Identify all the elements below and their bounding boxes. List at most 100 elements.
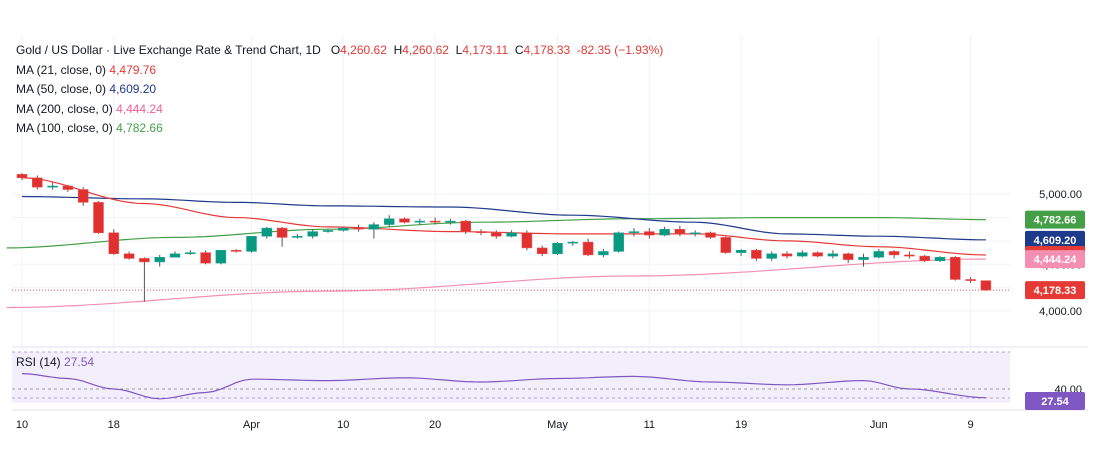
candle-body: [139, 258, 150, 263]
ma50-price-tag-text: 4,609.20: [1034, 235, 1077, 247]
candle: [567, 240, 579, 246]
last-price-tag-text: 4,178.33: [1034, 285, 1077, 297]
candle: [521, 230, 533, 251]
candle: [169, 251, 181, 258]
candle: [123, 251, 135, 260]
candle-body: [47, 185, 58, 188]
candle-body: [292, 235, 303, 238]
candle-body: [169, 253, 181, 258]
x-tick-label: May: [547, 419, 568, 431]
ma200-price-tag[interactable]: 4,444.24: [1025, 250, 1085, 269]
candle-body: [781, 253, 793, 257]
candle-body: [460, 220, 471, 232]
candle: [628, 228, 640, 237]
candle: [491, 230, 502, 239]
symbol-title: Gold / US Dollar · Live Exchange Rate & …: [16, 43, 321, 57]
legend-ma100[interactable]: MA (100, close, 0) 4,782.66: [16, 119, 663, 139]
candle: [812, 251, 823, 258]
x-tick-label: Jun: [870, 419, 888, 431]
candle: [659, 226, 670, 237]
candle-body: [766, 253, 777, 259]
candle-body: [32, 177, 43, 188]
candle-body: [429, 220, 441, 223]
candle: [705, 231, 716, 239]
candle: [919, 254, 930, 262]
rsi-value-tag[interactable]: 27.54: [1025, 392, 1085, 410]
candle-body: [965, 279, 976, 281]
candle: [797, 250, 808, 258]
x-tick-label: Apr: [243, 419, 260, 431]
y-tick-label: 5,000.00: [1039, 189, 1082, 201]
close-value: 4,178.33: [523, 43, 571, 57]
candle-body: [353, 227, 364, 230]
rsi-band: [12, 352, 1010, 403]
candle: [552, 242, 563, 255]
high-label: H: [393, 43, 403, 57]
candle: [827, 250, 839, 259]
candle: [751, 249, 762, 261]
candle: [873, 249, 885, 259]
candle: [139, 257, 150, 302]
ma100-price-tag-bg: [1025, 210, 1085, 229]
rsi-value: 27.54: [64, 355, 95, 369]
open-value: 4,260.62: [340, 43, 387, 57]
candle-body: [674, 228, 686, 235]
x-tick-label: 19: [735, 419, 747, 431]
ma200-value: 4,444.24: [116, 101, 163, 116]
candle-body: [16, 174, 28, 179]
ma200-price-tag-bg: [1025, 250, 1085, 269]
candle: [353, 224, 364, 232]
candle: [965, 277, 976, 283]
candle-body: [521, 232, 533, 249]
x-tick-label: 10: [337, 419, 349, 431]
candle: [108, 229, 120, 255]
candle: [781, 251, 793, 259]
x-tick-label: 20: [429, 419, 441, 431]
candle: [62, 184, 74, 192]
candle-body: [720, 237, 732, 253]
candle: [154, 254, 165, 267]
candle-body: [62, 185, 74, 190]
candle-body: [200, 252, 211, 264]
candle: [261, 226, 273, 239]
legend-ma21[interactable]: MA (21, close, 0) 4,479.76: [16, 61, 663, 81]
candle: [598, 249, 609, 258]
candle: [888, 250, 900, 259]
candle: [185, 250, 196, 255]
legend-symbol-row: Gold / US Dollar · Live Exchange Rate & …: [16, 41, 663, 61]
rsi-label: RSI (14): [16, 355, 61, 369]
rsi-legend[interactable]: RSI (14) 27.54: [16, 355, 94, 369]
candle: [322, 229, 334, 233]
candle-body: [613, 232, 624, 252]
ma100-price-tag[interactable]: 4,782.66: [1025, 210, 1085, 229]
candle-body: [980, 280, 992, 291]
candle: [16, 173, 28, 181]
rsi-value-tag-text: 27.54: [1041, 396, 1069, 408]
legend-ma200[interactable]: MA (200, close, 0) 4,444.24: [16, 100, 663, 120]
chart-legend: Gold / US Dollar · Live Exchange Rate & …: [16, 41, 663, 139]
candle: [93, 201, 104, 234]
candle-body: [536, 247, 548, 255]
candle: [842, 252, 854, 264]
ma100-price-tag-text: 4,782.66: [1034, 215, 1077, 227]
candle: [904, 251, 915, 259]
candle-body: [491, 232, 502, 237]
candle: [276, 226, 288, 247]
x-tick-label: 9: [968, 419, 974, 431]
candle: [460, 219, 471, 234]
candle-body: [598, 251, 609, 256]
candle: [230, 249, 242, 253]
candle-body: [123, 253, 135, 259]
ma21-label: MA (21, close, 0): [16, 62, 107, 77]
x-tick-label: 10: [16, 419, 28, 431]
rsi-value-tag-bg: [1025, 392, 1085, 410]
candle: [414, 218, 426, 225]
candle: [368, 222, 380, 239]
candle: [858, 253, 869, 267]
ma50-price-tag[interactable]: 4,609.20: [1025, 230, 1085, 249]
last-price-tag[interactable]: 4,178.33: [1025, 281, 1085, 300]
legend-ma50[interactable]: MA (50, close, 0) 4,609.20: [16, 80, 663, 100]
high-value: 4,260.62: [402, 43, 449, 57]
candle: [307, 229, 318, 239]
